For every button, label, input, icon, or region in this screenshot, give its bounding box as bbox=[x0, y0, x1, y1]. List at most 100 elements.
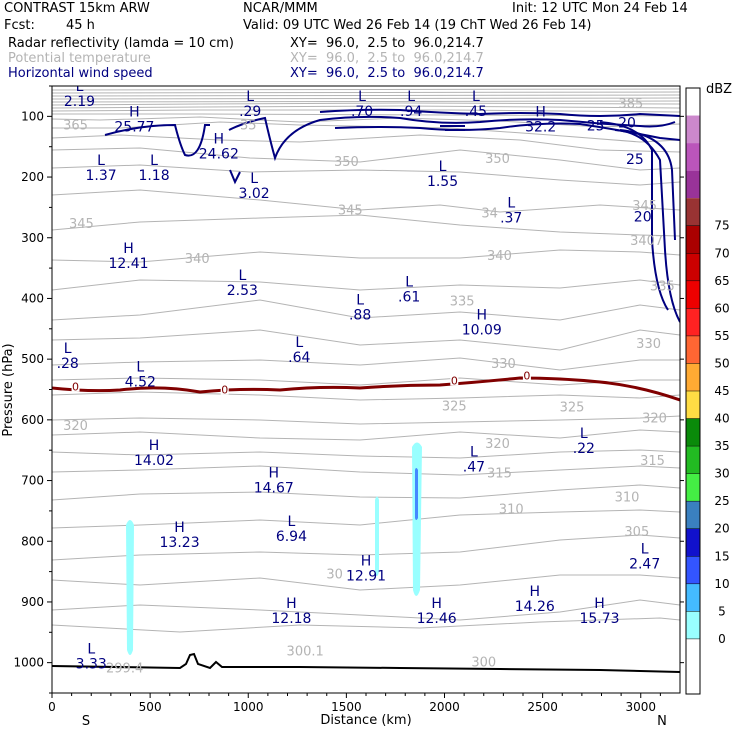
colorbar-label: 5 bbox=[718, 604, 726, 618]
extremum-value: .45 bbox=[465, 104, 487, 120]
theta-label: 365 bbox=[63, 118, 88, 133]
x-tick-label: 2500 bbox=[527, 700, 558, 714]
colorbar-swatch bbox=[686, 335, 700, 364]
theta-label: 325 bbox=[442, 399, 467, 414]
colorbar: 0 5 10 15 20 25 30 35 40 45 50 55 60 65 70 75 bbox=[685, 87, 730, 695]
theta-label: 330 bbox=[491, 357, 516, 372]
colorbar-label: 50 bbox=[714, 356, 729, 370]
extremum-value: 2.19 bbox=[64, 94, 95, 110]
theta-label: 315 bbox=[640, 454, 665, 469]
theta-label: 345 bbox=[632, 199, 657, 214]
extremum-value: 15.73 bbox=[579, 611, 619, 627]
colorbar-swatch bbox=[686, 143, 700, 171]
theta-label: 320 bbox=[485, 437, 510, 452]
y-axis-label: Pressure (hPa) bbox=[1, 343, 16, 436]
colorbar-label: 20 bbox=[714, 522, 729, 536]
forecast-hour: 45 h bbox=[66, 18, 95, 33]
extremum-value: 25.77 bbox=[114, 119, 154, 135]
colorbar-swatch bbox=[686, 638, 700, 667]
field-name-wind: Horizontal wind speed bbox=[8, 66, 153, 81]
extremum-value: 1.37 bbox=[85, 168, 116, 184]
theta-label: 310 bbox=[499, 503, 524, 518]
colorbar-label: 35 bbox=[714, 439, 729, 453]
colorbar-label: 55 bbox=[714, 329, 729, 343]
y-tick-label: 200 bbox=[21, 170, 44, 184]
colorbar-label: 65 bbox=[714, 274, 729, 288]
extremum-marker: H bbox=[286, 596, 297, 612]
theta-label: 325 bbox=[560, 401, 585, 416]
extremum-marker: H bbox=[530, 584, 541, 600]
colorbar-swatch bbox=[686, 253, 700, 281]
valid-time: Valid: 09 UTC Wed 26 Feb 14 (19 ChT Wed … bbox=[243, 18, 592, 33]
extremum-marker: L bbox=[64, 341, 72, 357]
end-label-south: S bbox=[82, 714, 90, 729]
wind-speed-label: 20 bbox=[634, 210, 652, 226]
zero-label-layer: 0 0 0 0 bbox=[71, 369, 531, 397]
colorbar-label: 60 bbox=[714, 301, 729, 315]
end-label-north: N bbox=[657, 714, 667, 729]
forecast-label: Fcst: bbox=[4, 18, 35, 33]
colorbar-label: 40 bbox=[714, 412, 729, 426]
theta-label: 350 bbox=[485, 152, 510, 167]
extremum-value: .22 bbox=[573, 441, 595, 457]
extrema-layer: L2.19 L.29L.70L.94L.45H25.77H24.62H32.2L1… bbox=[57, 86, 661, 673]
zero-label-bg bbox=[450, 374, 459, 386]
extremum-value: 13.23 bbox=[160, 535, 200, 551]
extremum-marker: L bbox=[250, 171, 258, 187]
extremum-marker: L bbox=[136, 359, 144, 375]
extremum-marker: L bbox=[472, 89, 480, 105]
theta-label: 305 bbox=[624, 525, 649, 540]
theta-label: 299.4 bbox=[106, 662, 143, 677]
reflectivity-shading bbox=[126, 442, 422, 655]
extremum-marker: L bbox=[97, 153, 105, 169]
extremum-value: 10.09 bbox=[462, 323, 502, 339]
colorbar-label: 75 bbox=[714, 219, 729, 233]
terrain-profile bbox=[52, 652, 680, 673]
theta-label: 320 bbox=[642, 412, 667, 427]
wind-speed-label: 25 bbox=[626, 152, 644, 168]
extremum-value: 14.26 bbox=[515, 599, 555, 615]
theta-label: 340 bbox=[185, 252, 210, 267]
colorbar-swatch bbox=[686, 611, 700, 639]
zero-isotherm-label: 0 bbox=[523, 370, 530, 383]
x-tick-label: 1500 bbox=[331, 700, 362, 714]
colorbar-label: 70 bbox=[714, 246, 729, 260]
colorbar-swatch bbox=[686, 446, 700, 474]
x-tick-label: 500 bbox=[139, 700, 162, 714]
extremum-value: .94 bbox=[400, 104, 422, 120]
colorbar-label: 10 bbox=[714, 577, 729, 591]
theta-label: 335 bbox=[450, 294, 475, 309]
colorbar-swatch bbox=[686, 308, 700, 336]
plot-background bbox=[52, 86, 680, 693]
extremum-marker: L bbox=[641, 541, 649, 557]
extremum-marker: H bbox=[477, 308, 488, 324]
extremum-marker: H bbox=[268, 466, 279, 482]
theta-label: 345 bbox=[338, 203, 363, 218]
extremum-value: 6.94 bbox=[276, 529, 307, 545]
extremum-marker: L bbox=[407, 89, 415, 105]
extremum-marker: L bbox=[470, 444, 478, 460]
colorbar-swatch bbox=[686, 391, 700, 419]
extremum-marker: H bbox=[129, 104, 140, 120]
extremum-marker: L bbox=[295, 335, 303, 351]
theta-label: 35 bbox=[240, 118, 257, 133]
extremum-marker: L bbox=[356, 293, 364, 309]
field-name-reflectivity: Radar reflectivity (lamda = 10 cm) bbox=[8, 36, 234, 51]
colorbar-label: 30 bbox=[714, 467, 729, 481]
zero-isotherm-label: 0 bbox=[72, 380, 79, 393]
extremum-marker: H bbox=[361, 554, 372, 570]
extremum-value: .61 bbox=[398, 289, 420, 305]
theta-label: 340 bbox=[487, 249, 512, 264]
colorbar-label: 45 bbox=[714, 384, 729, 398]
colorbar-swatch bbox=[686, 225, 700, 254]
x-tick-label: 0 bbox=[48, 700, 56, 714]
y-tick-label: 1000 bbox=[13, 656, 44, 670]
zero-isotherm bbox=[52, 376, 680, 402]
extremum-value: 32.2 bbox=[525, 119, 556, 135]
colorbar-label: 0 bbox=[718, 632, 726, 646]
theta-label: 385 bbox=[619, 97, 644, 112]
x-tick-label: 1000 bbox=[233, 700, 264, 714]
extremum-value: 12.41 bbox=[108, 256, 148, 272]
